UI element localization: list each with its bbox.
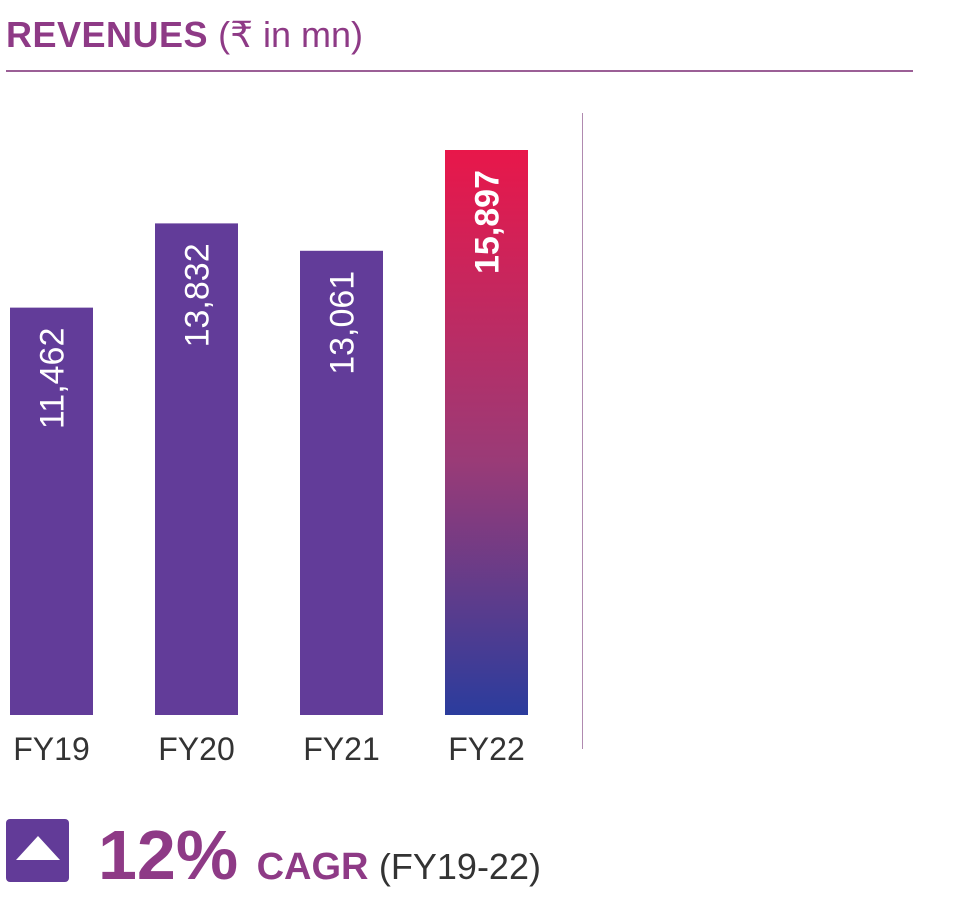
bar-fy20 bbox=[155, 223, 238, 716]
category-label-fy21: FY21 bbox=[303, 731, 379, 767]
cagr-label: CAGR bbox=[256, 846, 369, 888]
value-label-fy21: 13,061 bbox=[324, 271, 362, 375]
category-label-fy22: FY22 bbox=[448, 731, 524, 767]
value-label-fy19: 11,462 bbox=[34, 328, 72, 429]
chart-title-unit: (₹ in mn) bbox=[218, 14, 363, 55]
category-label-fy19: FY19 bbox=[13, 731, 89, 767]
cagr-period: (FY19-22) bbox=[378, 846, 541, 887]
title-divider bbox=[6, 70, 913, 72]
revenue-bar-chart: 11,462 FY19 13,832 FY20 13,061 FY21 15,897 FY22 bbox=[10, 150, 528, 767]
value-label-fy20: 13,832 bbox=[179, 243, 217, 347]
category-label-fy20: FY20 bbox=[158, 731, 234, 767]
chart-title-main: REVENUES bbox=[6, 14, 209, 55]
up-triangle-icon bbox=[6, 819, 69, 882]
vertical-divider bbox=[582, 113, 583, 749]
bar-fy21 bbox=[300, 250, 383, 716]
bar-fy19 bbox=[10, 307, 93, 715]
chart-title: REVENUES (₹ in mn) bbox=[6, 14, 363, 56]
bar-fy22 bbox=[445, 150, 528, 715]
value-label-fy22: 15,897 bbox=[469, 170, 507, 274]
cagr-value: 12% bbox=[98, 816, 239, 894]
